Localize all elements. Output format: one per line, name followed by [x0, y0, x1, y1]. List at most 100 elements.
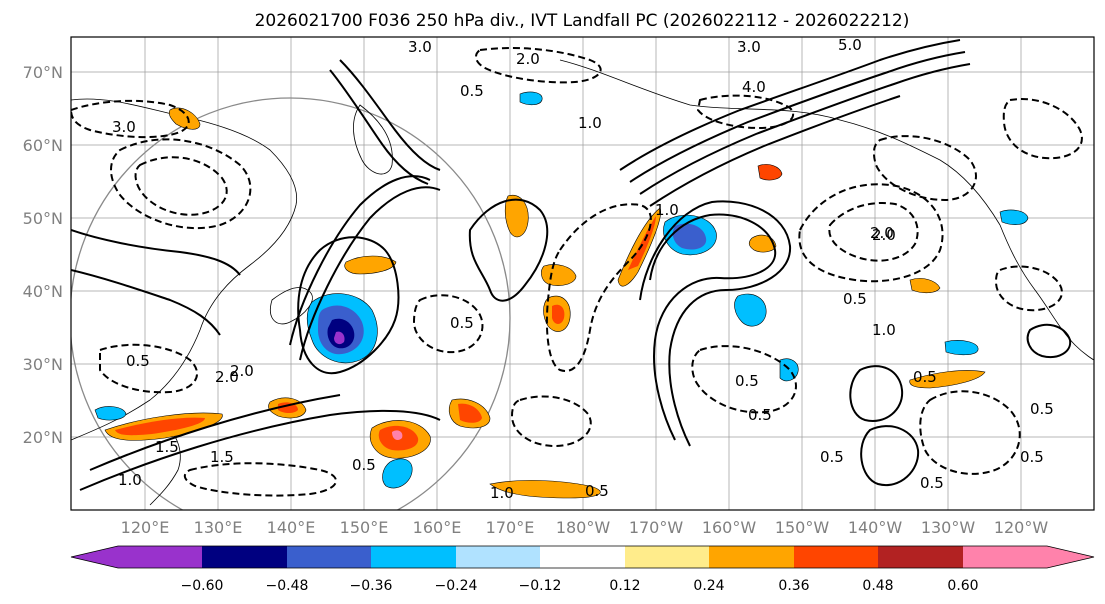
- contour-solid-jet-2: [629, 51, 966, 183]
- colorbar-segment: [371, 546, 456, 568]
- lat-label: 40°N: [23, 282, 63, 301]
- contour-dashed-4: [798, 183, 944, 283]
- contour-label: 1.0: [490, 484, 514, 502]
- contour-dashed-11: [696, 94, 795, 130]
- contour-solid-subtrop-1: [79, 409, 441, 491]
- colorbar-tick-label: 0.48: [862, 578, 893, 594]
- contour-dashed-9: [71, 99, 190, 139]
- colorbar-labels: −0.60 −0.48 −0.36 −0.24 −0.12 0.12 0.24 …: [181, 578, 979, 594]
- shade-pos-ne-3: [748, 234, 777, 253]
- colorbar-outline: [70, 545, 1095, 569]
- contour-label: 3.0: [112, 118, 136, 136]
- contour-label: 0.5: [913, 368, 937, 386]
- lon-label: 150°W: [775, 518, 830, 537]
- contour-label: 0.5: [126, 352, 150, 370]
- colorbar-tick-label: −0.24: [435, 578, 478, 594]
- contour-label: 2.0: [872, 226, 896, 244]
- colorbar-tick-label: −0.36: [350, 578, 393, 594]
- shade-pos-w-pac-1: [344, 255, 397, 275]
- contour-dashed-17: [994, 265, 1063, 312]
- lon-label: 170°W: [629, 518, 684, 537]
- shade-neg-ec-2: [944, 340, 979, 356]
- shade-neg-ne: [999, 209, 1029, 225]
- colorbar-segment: [625, 546, 709, 568]
- contour-label: 0.5: [585, 482, 609, 500]
- colorbar-tick-label: −0.60: [181, 578, 224, 594]
- contour-dashed-5: [828, 202, 919, 262]
- colorbar-tick-label: 0.60: [947, 578, 978, 594]
- contour-label: 4.0: [742, 78, 766, 96]
- contour-dashed-6: [919, 390, 1021, 475]
- colorbar-extend-min: [71, 546, 118, 568]
- lon-label: 130°W: [921, 518, 976, 537]
- colorbar-extend-max: [1047, 546, 1094, 568]
- range-ring: [71, 97, 511, 510]
- coastline-alaska: [559, 59, 1001, 226]
- contour-label: 0.5: [820, 448, 844, 466]
- lon-label: 140°W: [848, 518, 903, 537]
- contour-label: 2.0: [215, 368, 239, 386]
- lon-label: 170°E: [486, 518, 535, 537]
- contour-label: 1.0: [578, 114, 602, 132]
- shade-neg-bering: [519, 91, 543, 106]
- contours-solid: [71, 39, 1072, 491]
- lat-label: 50°N: [23, 209, 63, 228]
- contour-label: 0.5: [1020, 448, 1044, 466]
- shade-neg-w: [94, 406, 127, 421]
- contour-dashed-13: [99, 343, 199, 394]
- contour-solid-jet-3: [639, 63, 971, 195]
- lon-label: 140°E: [267, 518, 316, 537]
- colorbar-segment: [287, 546, 371, 568]
- colorbar-segment: [794, 546, 878, 568]
- contour-label: 2.0: [230, 362, 254, 380]
- contour-solid-loop-1: [649, 213, 777, 441]
- divergence-shading-positive: [104, 107, 986, 499]
- contour-label: 2.0: [516, 50, 540, 68]
- contour-dashed-10: [475, 47, 602, 84]
- lon-label: 160°E: [413, 518, 462, 537]
- shade-pos-se-band: [489, 480, 601, 499]
- contour-solid-wp-1: [289, 175, 431, 346]
- contour-label: 3.0: [737, 38, 761, 56]
- contour-label: 5.0: [838, 36, 862, 54]
- lon-label: 120°E: [121, 518, 170, 537]
- longitude-labels: 120°E 130°E 140°E 150°E 160°E 170°E 180°…: [121, 518, 1049, 537]
- contour-dashed-2: [134, 156, 228, 216]
- map-title: 2026021700 F036 250 hPa div., IVT Landfa…: [255, 11, 910, 31]
- contour-label: 0.5: [460, 82, 484, 100]
- colorbar-tick-label: −0.12: [519, 578, 562, 594]
- contour-label: 1.5: [155, 438, 179, 456]
- contour-solid-far-w: [71, 229, 241, 276]
- shade-pos-nw-1: [168, 107, 201, 130]
- shade-neg-sw: [382, 458, 413, 489]
- contour-solid-ne-1: [1026, 323, 1072, 358]
- colorbar-segment: [540, 546, 625, 568]
- contour-label: 1.0: [655, 201, 679, 219]
- colorbar-segments: [71, 546, 1094, 568]
- coastline-kamchatka: [353, 104, 393, 175]
- contour-solid-subtrop-2: [89, 394, 341, 471]
- contour-labels: 3.0 2.0 1.0 0.5 4.0 3.0 5.0 2.0 1.0 0.5 …: [112, 36, 1054, 502]
- colorbar: −0.60 −0.48 −0.36 −0.24 −0.12 0.12 0.24 …: [70, 545, 1095, 594]
- contour-dashed-8: [412, 294, 484, 354]
- lon-label: 150°E: [340, 518, 389, 537]
- contour-label: 1.5: [210, 448, 234, 466]
- contour-label: 0.5: [843, 290, 867, 308]
- latitude-labels: 70°N 60°N 50°N 40°N 30°N 20°N: [23, 63, 63, 447]
- shade-neg-mid-pacific: [734, 293, 767, 327]
- contour-dashed-16: [510, 395, 592, 448]
- shade-pos-pacific-mid-core: [552, 304, 565, 324]
- lat-label: 70°N: [23, 63, 63, 82]
- contour-label: 0.5: [450, 314, 474, 332]
- colorbar-tick-label: 0.24: [693, 578, 724, 594]
- shade-pos-e-2: [909, 278, 941, 294]
- contour-solid-nw-1: [339, 59, 441, 171]
- shade-pos-ne-4: [757, 164, 783, 181]
- contour-solid-e-2: [860, 425, 920, 487]
- colorbar-segment: [202, 546, 287, 568]
- shade-pos-e-band: [909, 370, 986, 389]
- lon-label: 120°W: [994, 518, 1049, 537]
- colorbar-tick-label: −0.48: [266, 578, 309, 594]
- coastline-japan: [270, 287, 313, 325]
